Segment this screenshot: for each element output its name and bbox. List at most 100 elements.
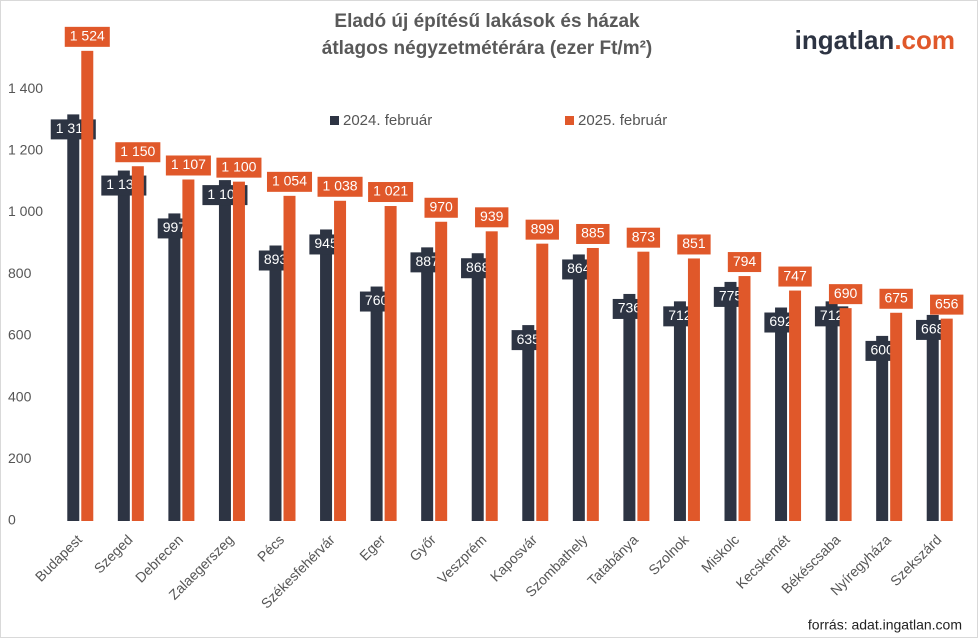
value-label: 712 [820, 307, 844, 323]
bar [876, 335, 889, 521]
value-label-bg [368, 182, 414, 203]
y-tick-label: 1 000 [8, 203, 43, 219]
bar [724, 281, 737, 521]
value-label-bg [475, 207, 509, 228]
bar [789, 290, 802, 521]
logo-name: ingatlan [795, 25, 895, 55]
bar [182, 179, 195, 522]
value-label: 885 [581, 225, 605, 241]
value-label: 1 150 [120, 143, 155, 159]
value-label: 675 [884, 289, 908, 305]
legend-swatch [565, 116, 574, 125]
value-label: 692 [769, 313, 793, 329]
chart-title: Eladó új építésű lakások és házak [334, 11, 640, 32]
value-label: 945 [314, 235, 338, 251]
value-label-bg [828, 284, 863, 305]
y-tick-label: 600 [8, 327, 32, 343]
value-label: 690 [834, 285, 858, 301]
value-label-bg [677, 234, 711, 255]
value-label: 1 107 [171, 156, 206, 172]
y-tick-label: 800 [8, 265, 32, 281]
value-label: 1 524 [70, 28, 105, 44]
value-label: 864 [567, 260, 591, 276]
value-label: 893 [264, 251, 288, 267]
bar [673, 301, 686, 521]
value-label: 635 [517, 331, 541, 347]
bar [218, 180, 231, 522]
bar [435, 221, 448, 521]
bar [536, 243, 549, 521]
value-label: 600 [870, 342, 894, 358]
chart-title: átlagos négyzetmétérára (ezer Ft/m²) [322, 38, 653, 59]
value-label-bg [317, 176, 363, 197]
legend-label: 2024. február [343, 112, 432, 129]
value-label: 747 [783, 267, 807, 283]
value-label: 1 100 [221, 158, 256, 174]
value-label: 794 [733, 253, 757, 269]
logo-suffix: .com [894, 25, 955, 55]
bar [839, 308, 852, 521]
value-label-bg [525, 219, 559, 240]
bar [421, 247, 434, 521]
value-label-bg [216, 157, 262, 178]
value-label-bg [626, 227, 661, 248]
value-label: 760 [365, 292, 389, 308]
value-label: 1 038 [323, 177, 358, 193]
value-label-bg [266, 171, 313, 192]
value-label-bg [165, 155, 211, 176]
logo: ingatlan.com [795, 25, 955, 55]
value-label: 656 [935, 295, 959, 311]
bar [131, 166, 144, 521]
value-label-bg [727, 252, 762, 273]
bar [81, 50, 94, 521]
y-tick-label: 1 200 [8, 142, 43, 158]
legend-swatch [330, 116, 339, 125]
bar [370, 286, 383, 521]
value-label: 868 [466, 259, 490, 275]
value-label: 668 [921, 321, 945, 337]
value-label: 1 021 [373, 183, 408, 199]
value-label: 736 [618, 300, 642, 316]
value-label: 851 [682, 235, 706, 251]
bar [572, 254, 585, 521]
value-label: 997 [163, 219, 187, 235]
value-label: 970 [429, 198, 453, 214]
value-label: 899 [531, 220, 555, 236]
value-label: 873 [632, 228, 656, 244]
bar [232, 181, 245, 521]
bar [890, 312, 903, 521]
value-label-bg [930, 294, 964, 315]
value-label: 712 [668, 307, 692, 323]
value-label-bg [64, 26, 110, 47]
y-tick-label: 200 [8, 450, 32, 466]
value-label: 939 [480, 208, 504, 224]
bar [940, 318, 953, 521]
bar [269, 245, 282, 521]
bar [320, 229, 333, 521]
bar [334, 200, 347, 522]
y-tick-label: 0 [8, 512, 16, 528]
bar [586, 247, 599, 522]
value-label-bg [778, 266, 812, 287]
bar [522, 325, 535, 521]
y-tick-label: 400 [8, 388, 32, 404]
y-tick-label: 1 400 [8, 80, 43, 96]
bar [926, 314, 939, 521]
bar [738, 276, 751, 521]
value-label: 775 [719, 288, 743, 304]
bar [283, 195, 296, 521]
bar [67, 114, 80, 521]
value-label-bg [115, 142, 161, 163]
value-label: 887 [415, 253, 439, 269]
bar [623, 293, 636, 521]
value-label-bg [576, 223, 610, 244]
bar [168, 213, 181, 521]
bar [775, 307, 788, 521]
source: forrás: adat.ingatlan.com [808, 617, 962, 633]
value-label-bg [424, 197, 458, 218]
bar [825, 301, 838, 521]
bar [485, 231, 498, 522]
bar [637, 251, 650, 521]
